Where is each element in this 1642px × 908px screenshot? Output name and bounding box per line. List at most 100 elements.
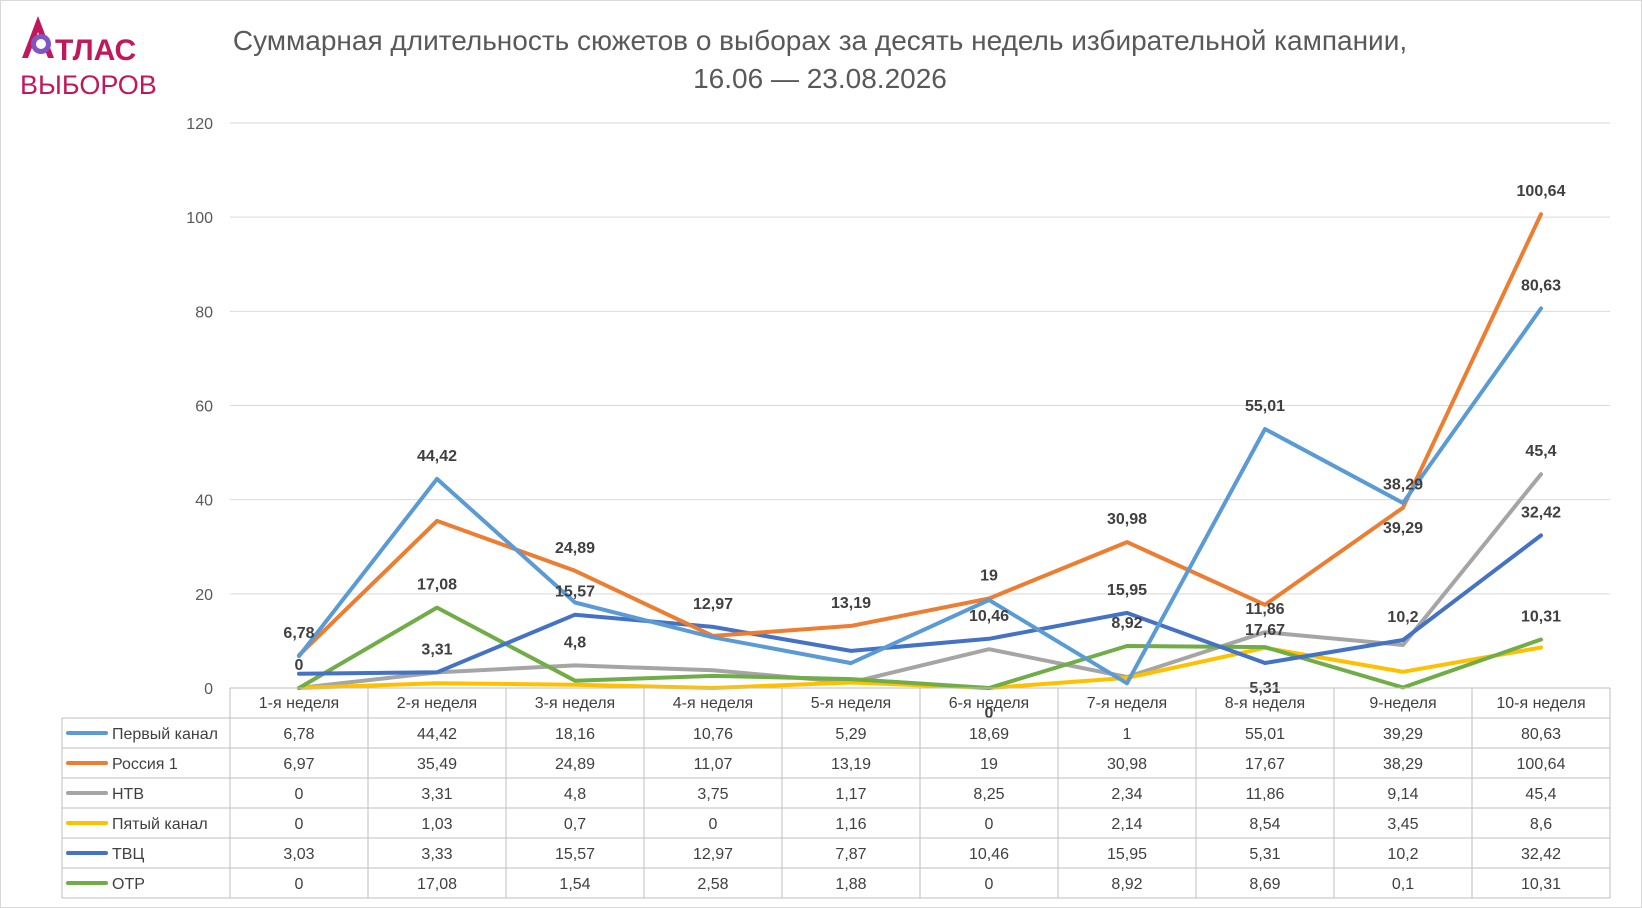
table-cell: 7,87 [835, 846, 866, 863]
table-cell: 18,69 [969, 726, 1009, 743]
table-cell: 10,46 [969, 846, 1009, 863]
x-tick-label: 2-я неделя [397, 695, 477, 712]
data-label: 11,86 [1245, 601, 1284, 618]
table-cell: 8,92 [1111, 876, 1142, 893]
table-cell: 6,97 [283, 756, 314, 773]
table-cell: 55,01 [1245, 726, 1285, 743]
x-tick-label: 4-я неделя [673, 695, 753, 712]
table-cell: 3,03 [283, 846, 314, 863]
table-cell: 2,34 [1111, 786, 1142, 803]
data-label: 3,31 [421, 641, 452, 658]
table-cell: 32,42 [1521, 846, 1561, 863]
data-label: 39,29 [1383, 520, 1423, 537]
x-tick-label: 6-я неделя [949, 695, 1029, 712]
data-labels: 6,78 44,42 55,01 39,29 80,63 24,89 13,19 19 30,9… [283, 183, 1565, 722]
y-tick-label: 0 [204, 681, 213, 698]
legend-label: ОТР [112, 876, 145, 893]
table-cell: 100,64 [1517, 756, 1566, 773]
table-cell: 4,8 [564, 786, 586, 803]
table-cell: 0 [985, 876, 994, 893]
data-label: 0 [295, 657, 304, 674]
table-cell: 0 [709, 816, 718, 833]
table-cell: 10,2 [1387, 846, 1418, 863]
series-line [297, 472, 1543, 690]
data-label: 15,57 [555, 584, 595, 601]
table-cell: 15,57 [555, 846, 595, 863]
table-cell: 19 [980, 756, 998, 773]
series-line [297, 533, 1543, 676]
x-tick-label: 1-я неделя [259, 695, 339, 712]
logo-line2: ВЫБОРОВ [20, 70, 157, 100]
table-cell: 3,31 [421, 786, 452, 803]
table-cell: 11,07 [694, 756, 733, 773]
data-label: 19 [980, 568, 998, 585]
data-label: 24,89 [555, 540, 595, 557]
table-cell: 45,4 [1525, 786, 1556, 803]
table-cell: 2,14 [1111, 816, 1142, 833]
table-cell: 1,54 [559, 876, 590, 893]
table-cell: 0,1 [1392, 876, 1414, 893]
chart-title: Суммарная длительность сюжетов о выборах… [200, 22, 1440, 98]
chart-title-line1: Суммарная длительность сюжетов о выборах… [232, 25, 1408, 56]
data-label: 17,08 [417, 577, 457, 594]
table-cell: 8,25 [973, 786, 1004, 803]
data-label: 100,64 [1517, 183, 1566, 200]
logo-mark-icon [22, 16, 54, 58]
table-cell: 17,67 [1245, 756, 1285, 773]
table-cell: 44,42 [417, 726, 457, 743]
data-label: 8,92 [1111, 615, 1142, 632]
table-cell: 35,49 [417, 756, 457, 773]
table-cell: 8,54 [1249, 816, 1280, 833]
table-cell: 39,29 [1383, 726, 1423, 743]
y-tick-label: 40 [195, 493, 213, 510]
table-cell: 1,17 [835, 786, 866, 803]
table-cell: 1 [1123, 726, 1132, 743]
table-cell: 3,45 [1387, 816, 1418, 833]
table-cell: 6,78 [283, 726, 314, 743]
table-cell: 12,97 [693, 846, 733, 863]
x-tick-label: 5-я неделя [811, 695, 891, 712]
y-tick-label: 60 [195, 399, 213, 416]
data-label: 10,2 [1387, 609, 1418, 626]
table-cell: 0 [295, 786, 304, 803]
table-cell: 15,95 [1107, 846, 1147, 863]
x-tick-label: 3-я неделя [535, 695, 615, 712]
data-label: 44,42 [417, 448, 457, 465]
table-cell: 5,29 [835, 726, 866, 743]
table-cell: 30,98 [1107, 756, 1147, 773]
data-label: 12,97 [693, 596, 733, 613]
table-cell: 10,76 [693, 726, 733, 743]
table-cell: 18,16 [555, 726, 595, 743]
x-tick-label: 9-неделя [1369, 695, 1436, 712]
x-tick-label: 8-я неделя [1225, 695, 1305, 712]
data-label: 45,4 [1525, 443, 1556, 460]
data-label: 6,78 [283, 625, 314, 642]
table-cell: 8,69 [1249, 876, 1280, 893]
table-cell: 2,58 [697, 876, 728, 893]
series-line [297, 212, 1543, 658]
legend-label: Первый канал [112, 726, 218, 743]
table-cell: 3,75 [697, 786, 728, 803]
data-label: 80,63 [1521, 277, 1561, 294]
table-cell: 24,89 [555, 756, 595, 773]
data-label: 55,01 [1245, 398, 1285, 415]
data-table: 1-я неделя 2-я неделя 3-я неделя 4-я неделя… [61, 687, 1611, 899]
table-cell: 3,33 [421, 846, 452, 863]
table-cell: 17,08 [417, 876, 457, 893]
y-tick-label: 80 [195, 304, 213, 321]
table-cell: 9,14 [1387, 786, 1418, 803]
data-label: 38,29 [1383, 477, 1423, 494]
x-tick-label: 10-я неделя [1496, 695, 1585, 712]
chart-title-line2: 16.06 — 23.08.2026 [693, 63, 947, 94]
data-label: 32,42 [1521, 504, 1561, 521]
table-cell: 10,31 [1521, 876, 1561, 893]
gridlines [230, 122, 1610, 595]
y-tick-label: 120 [186, 116, 213, 133]
data-label: 13,19 [831, 595, 871, 612]
data-label: 10,31 [1521, 608, 1561, 625]
data-label: 10,46 [969, 608, 1009, 625]
legend-label: ТВЦ [112, 846, 144, 863]
logo-line1: ТЛАС [55, 34, 136, 67]
table-cell: 13,19 [831, 756, 871, 773]
